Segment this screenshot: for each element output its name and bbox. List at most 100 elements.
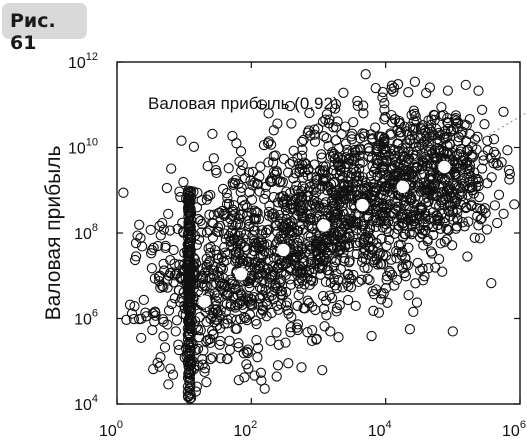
- data-point: [210, 165, 222, 176]
- data-point: [303, 163, 314, 175]
- median-point: [277, 243, 290, 257]
- data-point: [410, 141, 422, 152]
- data-point: [429, 114, 440, 126]
- data-point: [353, 276, 364, 288]
- data-point-outlier: [412, 257, 423, 269]
- data-point: [310, 238, 321, 249]
- data-point: [400, 195, 412, 206]
- data-point: [222, 249, 233, 260]
- data-point: [316, 149, 327, 160]
- data-point: [411, 297, 423, 308]
- data-point: [259, 246, 270, 257]
- data-point: [439, 200, 450, 211]
- data-point: [466, 151, 477, 162]
- data-point: [340, 121, 351, 132]
- data-point: [248, 213, 260, 224]
- data-point: [232, 299, 243, 310]
- data-point: [185, 234, 197, 245]
- data-point: [201, 376, 212, 388]
- data-point: [233, 374, 244, 386]
- data-point: [121, 314, 132, 325]
- data-point: [381, 199, 393, 211]
- data-point: [434, 182, 445, 193]
- data-point: [424, 146, 435, 157]
- data-point: [361, 190, 373, 201]
- data-point: [164, 225, 176, 236]
- data-point: [335, 209, 346, 221]
- data-point: [229, 178, 240, 189]
- data-point: [344, 255, 355, 266]
- data-point: [268, 125, 279, 136]
- data-point: [482, 145, 493, 156]
- data-point: [304, 241, 315, 252]
- data-point: [211, 249, 223, 260]
- data-point: [217, 205, 228, 217]
- data-point: [184, 265, 195, 276]
- data-point: [221, 353, 233, 365]
- data-point: [197, 281, 208, 292]
- data-point: [439, 217, 450, 228]
- data-point: [502, 145, 513, 156]
- data-point: [223, 230, 235, 242]
- data-point: [161, 182, 173, 194]
- data-point: [197, 354, 208, 365]
- data-point: [386, 254, 397, 265]
- y-tick-label: 104: [74, 393, 98, 414]
- data-point: [418, 156, 429, 167]
- data-point: [485, 152, 496, 163]
- data-point: [335, 264, 346, 275]
- data-point: [158, 316, 169, 328]
- data-point: [184, 367, 195, 378]
- data-point: [391, 274, 403, 286]
- data-point: [371, 197, 383, 208]
- data-point: [489, 200, 501, 211]
- data-point: [468, 188, 479, 199]
- data-point: [155, 230, 166, 241]
- data-point: [288, 173, 299, 184]
- data-point: [376, 155, 387, 166]
- data-point: [201, 281, 212, 292]
- data-point: [412, 181, 424, 192]
- data-point: [225, 298, 236, 310]
- data-point: [392, 79, 404, 90]
- data-point: [361, 210, 373, 222]
- data-point: [378, 162, 389, 173]
- data-point: [397, 218, 408, 229]
- data-point: [208, 153, 219, 164]
- data-point: [260, 268, 271, 279]
- data-point: [253, 213, 265, 225]
- data-point: [176, 135, 187, 146]
- data-point: [451, 221, 463, 232]
- data-point: [363, 151, 374, 162]
- data-point: [184, 318, 195, 330]
- data-point: [386, 162, 397, 173]
- data-point: [394, 127, 405, 138]
- data-point: [256, 225, 268, 236]
- data-point: [320, 114, 331, 125]
- data-point: [280, 337, 291, 348]
- data-point: [492, 160, 504, 171]
- data-point: [469, 232, 480, 243]
- data-point: [473, 191, 485, 203]
- data-point: [318, 303, 330, 314]
- data-point: [434, 215, 445, 226]
- data-point: [348, 269, 359, 281]
- data-point: [477, 204, 488, 216]
- data-point: [293, 289, 304, 301]
- data-point: [297, 266, 308, 277]
- data-point: [423, 179, 435, 190]
- data-point: [379, 98, 390, 109]
- data-point: [255, 308, 267, 320]
- data-point: [344, 231, 355, 242]
- data-point: [224, 344, 236, 355]
- data-point: [183, 338, 194, 349]
- data-point: [166, 298, 177, 310]
- data-point: [400, 142, 411, 153]
- data-point: [354, 158, 365, 169]
- data-point: [136, 332, 147, 344]
- data-point: [488, 146, 500, 158]
- data-point: [231, 323, 243, 335]
- data-point: [146, 248, 157, 259]
- data-point: [296, 283, 307, 295]
- data-point: [225, 235, 236, 246]
